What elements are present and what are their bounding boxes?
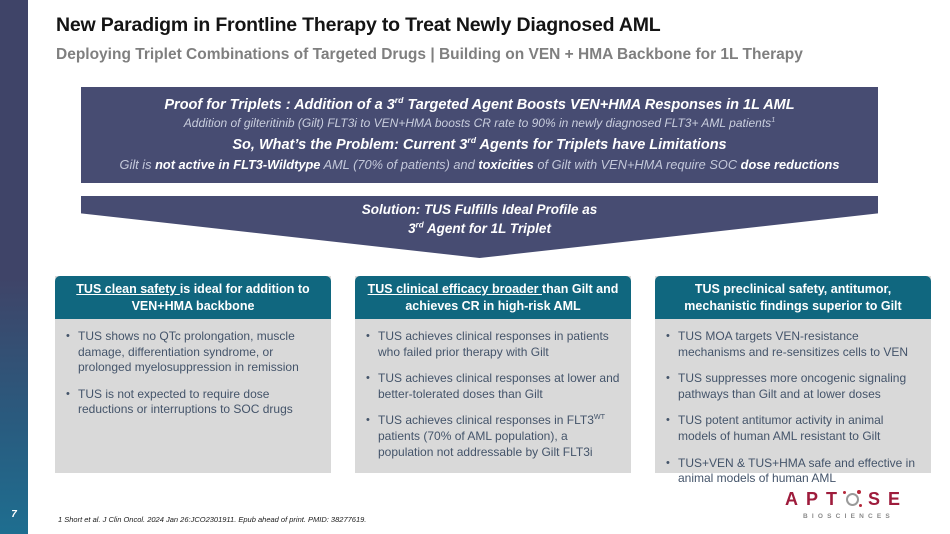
banner-line-problem: So, What’s the Problem: Current 3rd Agen… bbox=[91, 136, 868, 156]
bullet-text: TUS potent antitumor activity in animal … bbox=[678, 413, 884, 443]
seg-bold: dose reductions bbox=[740, 157, 840, 173]
superscript-rd: rd bbox=[394, 95, 404, 106]
banner-line2-text: Addition of gilteritinib (Gilt) FLT3i to… bbox=[183, 115, 772, 130]
sidebar-gradient-bar bbox=[0, 0, 28, 534]
banner-line3-text: So, What’s the Problem: Current 3 bbox=[232, 137, 468, 154]
seg-regular: Gilt is bbox=[119, 157, 156, 173]
bullet-item: • TUS MOA targets VEN-resistance mechanis… bbox=[663, 329, 923, 360]
header-underlined-text: TUS clean safety bbox=[76, 282, 180, 296]
bullet-text: TUS+VEN & TUS+HMA safe and effective in … bbox=[678, 455, 915, 486]
seg-bold: not active in FLT3-Wildtype bbox=[155, 157, 321, 173]
solution-chevron: Solution: TUS Fulfills Ideal Profile as … bbox=[81, 196, 878, 258]
superscript-rd: rd bbox=[467, 135, 477, 146]
chevron-line2: 3rd Agent for 1L Triplet bbox=[81, 220, 878, 239]
bullet-item: • TUS achieves clinical responses in FLT3… bbox=[363, 413, 623, 460]
logo-text-post: SE bbox=[867, 489, 908, 509]
bullet-text: TUS achieves clinical responses in FLT3W… bbox=[378, 412, 606, 459]
banner-line-proof: Proof for Triplets : Addition of a 3rd T… bbox=[91, 96, 868, 116]
bullet-text: TUS MOA targets VEN-resistance mechanism… bbox=[678, 329, 909, 359]
bullet-marker: • bbox=[366, 372, 370, 385]
logo-subtext: BIOSCIENCES bbox=[802, 513, 894, 520]
molecule-o-icon bbox=[842, 490, 862, 507]
bullet-item: • TUS+VEN & TUS+HMA safe and effective in… bbox=[663, 456, 923, 487]
bullet-text: TUS is not expected to require dose redu… bbox=[78, 386, 293, 417]
bullet-list: • TUS achieves clinical responses in pati… bbox=[355, 319, 631, 460]
info-box-header: TUS preclinical safety, antitumor, mecha… bbox=[655, 276, 931, 319]
bullet-text: TUS suppresses more oncogenic signaling … bbox=[678, 371, 907, 401]
bullet-marker: • bbox=[366, 414, 370, 427]
problem-banner: Proof for Triplets : Addition of a 3rd T… bbox=[81, 87, 878, 183]
header-rest-text: TUS preclinical safety, antitumor, mecha… bbox=[684, 282, 902, 313]
bullet-item: • TUS shows no QTc prolongation, muscle d… bbox=[63, 329, 323, 376]
bullet-text: TUS achieves clinical responses at lower… bbox=[378, 371, 620, 401]
bullet-list: • TUS MOA targets VEN-resistance mechanis… bbox=[655, 319, 931, 487]
bullet-marker: • bbox=[666, 372, 670, 385]
chevron-line2-rest: Agent for 1L Triplet bbox=[423, 220, 551, 236]
bullet-item: • TUS suppresses more oncogenic signaling… bbox=[663, 371, 923, 402]
bullet-marker: • bbox=[366, 330, 370, 342]
banner-line1-rest: Targeted Agent Boosts VEN+HMA Responses … bbox=[403, 97, 795, 114]
slide-subtitle: Deploying Triplet Combinations of Target… bbox=[56, 46, 803, 63]
banner-line3-rest: Agents for Triplets have Limitations bbox=[476, 137, 727, 154]
bullet-item: • TUS achieves clinical responses at lowe… bbox=[363, 371, 623, 402]
slide-title: New Paradigm in Frontline Therapy to Tre… bbox=[56, 14, 661, 36]
bullet-item: • TUS potent antitumor activity in animal… bbox=[663, 413, 923, 444]
bullet-item: • TUS achieves clinical responses in pati… bbox=[363, 329, 623, 360]
aptose-logo: APT SE BIOSCIENCES bbox=[785, 489, 908, 520]
header-underlined-text: TUS clinical efficacy broader bbox=[367, 282, 542, 296]
seg-bold: toxicities bbox=[478, 157, 534, 173]
header-rest-text: than Gilt and achieves CR in high-risk A… bbox=[405, 282, 619, 313]
superscript-rd: rd bbox=[415, 220, 424, 230]
superscript-wt: WT bbox=[593, 412, 606, 422]
seg-regular: of Gilt with VEN+HMA require SOC bbox=[533, 157, 741, 173]
header-rest-text: is ideal for addition to VEN+HMA backbon… bbox=[131, 282, 310, 313]
bullet-marker: • bbox=[66, 387, 70, 400]
chevron-line1: Solution: TUS Fulfills Ideal Profile as bbox=[361, 202, 598, 217]
info-box-header: TUS clinical efficacy broader than Gilt … bbox=[355, 276, 631, 319]
bullet-text: TUS achieves clinical responses in patie… bbox=[378, 329, 609, 359]
bullet-marker: • bbox=[666, 330, 670, 342]
bullet-marker: • bbox=[666, 456, 670, 469]
banner-line1-text: Proof for Triplets : Addition of a 3 bbox=[164, 97, 395, 114]
seg-regular: AML (70% of patients) and bbox=[320, 157, 479, 173]
citation-footnote: 1 Short et al. J Clin Oncol. 2024 Jan 26… bbox=[58, 515, 367, 524]
bullet-marker: • bbox=[66, 330, 70, 342]
info-box-clinical-efficacy: TUS clinical efficacy broader than Gilt … bbox=[355, 276, 631, 473]
chevron-line2-text: 3 bbox=[408, 220, 416, 236]
bullet-item: • TUS is not expected to require dose red… bbox=[63, 387, 323, 418]
logo-wordmark: APT SE bbox=[785, 489, 908, 510]
info-box-preclinical: TUS preclinical safety, antitumor, mecha… bbox=[655, 276, 931, 485]
bullet-list: • TUS shows no QTc prolongation, muscle d… bbox=[55, 319, 331, 418]
banner-line-gilteritinib: Addition of gilteritinib (Gilt) FLT3i to… bbox=[91, 116, 868, 132]
bullet-marker: • bbox=[666, 414, 670, 427]
logo-text-pre: APT bbox=[784, 489, 845, 509]
info-box-header: TUS clean safety is ideal for addition t… bbox=[55, 276, 331, 319]
banner-line-limitations: Gilt is not active in FLT3-Wildtype AML … bbox=[91, 157, 868, 174]
page-number: 7 bbox=[11, 509, 17, 520]
info-box-clean-safety: TUS clean safety is ideal for addition t… bbox=[55, 276, 331, 473]
bullet-text: TUS shows no QTc prolongation, muscle da… bbox=[78, 329, 299, 375]
citation-ref-1: 1 bbox=[771, 114, 776, 124]
